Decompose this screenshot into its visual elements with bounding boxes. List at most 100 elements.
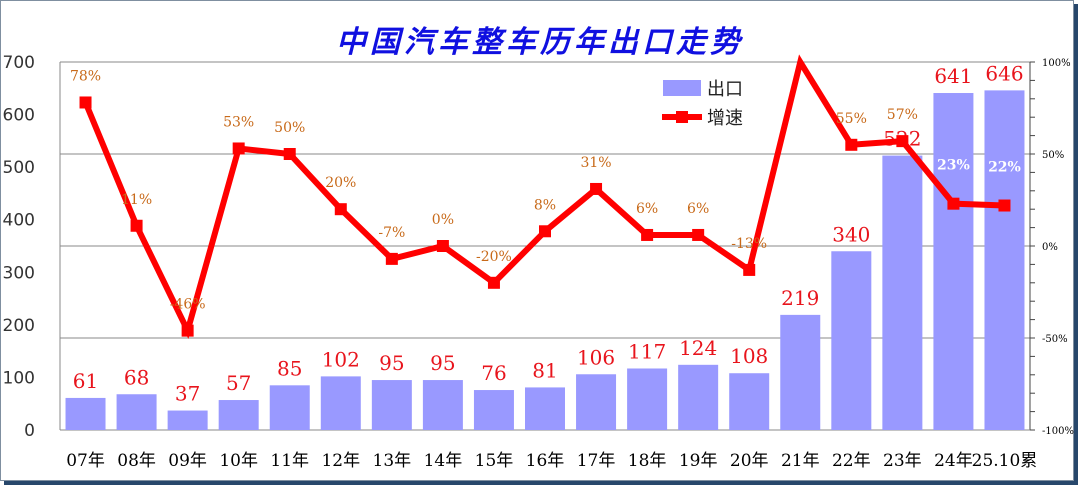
x-tick-label: 18年 — [628, 451, 667, 471]
growth-value-label: 0% — [432, 212, 454, 228]
bar-10年 — [218, 400, 259, 430]
growth-marker — [692, 228, 705, 241]
bar-15年 — [473, 390, 514, 430]
growth-value-label: 23% — [937, 158, 970, 174]
growth-marker — [998, 199, 1011, 212]
left-tick-label: 100 — [3, 368, 35, 388]
x-tick-label: 07年 — [66, 451, 105, 471]
bar-18年 — [627, 368, 668, 430]
growth-value-label: 22% — [988, 160, 1021, 176]
growth-marker — [590, 182, 603, 195]
bar-14年 — [422, 380, 463, 430]
bar-value-label: 68 — [124, 365, 149, 389]
bar-value-label: 37 — [175, 382, 200, 406]
x-tick-label: 12年 — [321, 451, 360, 471]
growth-value-label: -7% — [378, 225, 405, 241]
growth-marker — [743, 263, 756, 276]
bar-value-label: 95 — [430, 351, 455, 375]
growth-marker — [232, 142, 245, 155]
x-tick-label: 16年 — [526, 451, 565, 471]
growth-marker — [947, 197, 960, 210]
x-tick-label: 21年 — [781, 451, 820, 471]
growth-value-label: -20% — [476, 249, 512, 265]
right-tick-label: 0% — [1042, 242, 1058, 253]
bar-value-label: 641 — [934, 64, 972, 88]
bar-08年 — [116, 394, 157, 430]
legend-label-export: 出口 — [707, 79, 743, 100]
growth-value-label: 55% — [836, 111, 867, 127]
x-tick-label: 17年 — [577, 451, 616, 471]
bar-value-label: 340 — [832, 222, 870, 246]
bar-16年 — [525, 387, 565, 430]
bar-21年 — [780, 314, 821, 430]
growth-marker — [334, 203, 347, 216]
bar-value-label: 219 — [781, 286, 819, 310]
x-tick-label: 24年 — [934, 451, 973, 471]
chart-title: 中国汽车整车历年出口走势 — [336, 25, 744, 60]
x-tick-label: 20年 — [730, 451, 769, 471]
bar-value-label: 76 — [481, 361, 506, 385]
x-tick-label: 10年 — [219, 451, 258, 471]
bar-value-label: 124 — [679, 336, 717, 360]
bar-24年 — [933, 93, 974, 430]
right-tick-label: 50% — [1042, 150, 1064, 161]
x-tick-label: 11年 — [270, 451, 309, 471]
bar-value-label: 95 — [379, 351, 404, 375]
growth-value-label: -13% — [731, 236, 767, 252]
bar-value-label: 102 — [322, 347, 360, 371]
bar-17年 — [576, 374, 617, 430]
legend-label-growth: 增速 — [707, 108, 743, 129]
x-tick-label: 13年 — [373, 451, 412, 471]
bar-value-label: 646 — [985, 61, 1023, 85]
x-tick-label: 09年 — [168, 451, 207, 471]
growth-value-label: 6% — [636, 201, 658, 217]
growth-value-label: 53% — [223, 114, 254, 130]
growth-value-label: 20% — [325, 175, 356, 191]
growth-marker — [79, 96, 92, 109]
growth-value-label: 8% — [534, 197, 556, 213]
left-tick-label: 600 — [3, 106, 35, 126]
x-tick-label: 08年 — [117, 451, 156, 471]
bar-value-label: 81 — [532, 358, 557, 382]
growth-value-label: 50% — [274, 120, 305, 136]
bar-23年 — [882, 155, 923, 430]
left-tick-label: 0 — [24, 421, 35, 441]
x-tick-label: 14年 — [424, 451, 463, 471]
bar-11年 — [269, 385, 310, 430]
bar-20年 — [729, 373, 770, 430]
bar-value-label: 117 — [628, 339, 666, 363]
left-tick-label: 500 — [3, 158, 35, 178]
growth-value-label: 78% — [70, 68, 101, 84]
growth-value-label: -46% — [170, 297, 206, 313]
left-tick-label: 700 — [3, 53, 35, 73]
bar-13年 — [371, 380, 412, 430]
bar-value-label: 61 — [73, 369, 98, 393]
growth-value-label: 11% — [121, 192, 152, 208]
left-tick-label: 300 — [3, 263, 35, 283]
growth-value-label: 57% — [887, 107, 918, 123]
growth-marker — [385, 252, 398, 265]
x-tick-label: 15年 — [475, 451, 514, 471]
growth-value-label: 31% — [580, 155, 611, 171]
bar-07年 — [65, 397, 106, 430]
growth-marker — [130, 219, 143, 232]
right-tick-label: 100% — [1042, 58, 1071, 69]
growth-marker — [283, 148, 296, 160]
left-tick-label: 200 — [3, 316, 35, 336]
x-tick-label: 22年 — [832, 451, 871, 471]
x-tick-label: 23年 — [883, 451, 922, 471]
growth-marker — [181, 324, 194, 337]
growth-marker — [896, 135, 909, 148]
growth-marker — [845, 138, 858, 151]
legend-bar-swatch — [663, 80, 701, 96]
bar-22年 — [831, 251, 872, 430]
bar-25.10累 — [984, 90, 1025, 430]
growth-marker — [641, 228, 654, 241]
bar-value-label: 85 — [277, 356, 302, 380]
growth-marker — [539, 225, 551, 238]
x-tick-label: 25.10累 — [972, 451, 1038, 471]
growth-value-label: 6% — [687, 201, 709, 217]
right-tick-label: -100% — [1042, 426, 1074, 437]
growth-marker — [487, 276, 500, 289]
legend-marker-swatch — [676, 111, 688, 123]
